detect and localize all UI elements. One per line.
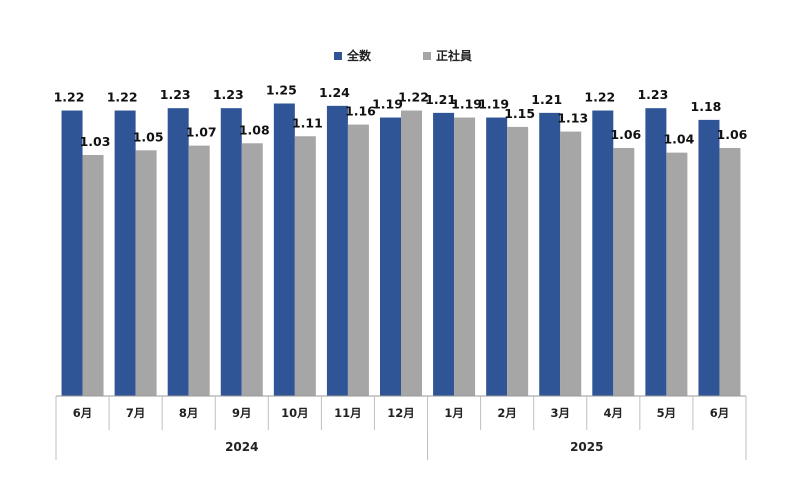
value-label-total-11: 1.23 [637, 87, 668, 102]
category-axis: 6月 7月 8月 9月 10月 11月 12月 1月 2月 3月 4月 5月 6月 2024 2025 [55, 395, 747, 460]
bar-regular-8 [507, 126, 529, 397]
value-label-regular-2: 1.07 [186, 125, 217, 140]
value-label-regular-0: 1.03 [80, 134, 111, 149]
value-label-regular-11: 1.04 [663, 132, 694, 147]
bar-regular-2 [188, 145, 210, 396]
value-label-regular-12: 1.06 [717, 127, 748, 142]
bar-total-4 [273, 103, 295, 396]
bar-regular-7 [454, 117, 476, 396]
value-label-total-3: 1.23 [213, 87, 244, 102]
bar-total-9 [539, 112, 561, 397]
tick-label-1: 7月 [126, 406, 146, 420]
value-label-total-8: 1.19 [478, 97, 509, 112]
year-label-2025: 2025 [570, 440, 603, 454]
bar-regular-0 [82, 154, 104, 396]
bar-total-12 [698, 119, 720, 396]
bar-regular-3 [241, 143, 263, 396]
bar-total-10 [592, 110, 614, 397]
legend-swatch-regular [423, 52, 431, 60]
legend-label-regular: 正社員 [436, 48, 472, 63]
tick-label-7: 1月 [444, 406, 464, 420]
bar-regular-6 [401, 110, 422, 397]
value-label-regular-4: 1.11 [292, 115, 323, 130]
tick-label-10: 4月 [604, 406, 624, 420]
bar-regular-12 [719, 147, 741, 396]
year-label-2024: 2024 [225, 440, 258, 454]
tick-label-11: 5月 [657, 406, 677, 420]
tick-label-4: 10月 [281, 406, 309, 420]
bar-total-1 [114, 110, 136, 397]
value-label-total-9: 1.21 [531, 92, 562, 107]
value-label-regular-1: 1.05 [133, 129, 164, 144]
bar-regular-11 [666, 152, 688, 396]
value-label-regular-5: 1.16 [345, 104, 376, 119]
value-label-total-6: 1.19 [372, 97, 403, 112]
bar-total-0 [61, 110, 83, 397]
value-label-regular-9: 1.13 [557, 111, 588, 126]
value-label-total-7: 1.21 [425, 92, 456, 107]
bar-total-2 [167, 108, 189, 397]
value-labels-group: 1.22 1.03 1.22 1.05 1.23 1.07 1.23 1.08 1.25 1.11… [54, 83, 748, 149]
tick-label-5: 11月 [334, 406, 362, 420]
tick-label-12: 6月 [710, 406, 730, 420]
value-label-regular-8: 1.15 [504, 106, 535, 121]
bar-total-5 [326, 105, 348, 396]
bar-total-8 [486, 117, 508, 396]
tick-label-8: 2月 [497, 406, 517, 420]
bar-regular-1 [135, 150, 157, 396]
bar-total-7 [433, 112, 455, 397]
bar-regular-9 [560, 131, 582, 396]
value-label-regular-7: 1.19 [451, 97, 482, 112]
value-label-total-10: 1.22 [584, 90, 615, 105]
value-label-total-0: 1.22 [54, 90, 85, 105]
value-label-regular-10: 1.06 [610, 127, 641, 142]
tick-label-0: 6月 [73, 406, 93, 420]
tick-label-3: 9月 [232, 406, 252, 420]
bars-group [61, 103, 741, 397]
bar-regular-10 [613, 147, 635, 396]
bar-total-3 [220, 108, 242, 397]
tick-label-2: 8月 [179, 406, 199, 420]
legend-label-total: 全数 [346, 48, 372, 63]
bar-regular-5 [347, 124, 369, 396]
value-label-total-12: 1.18 [691, 99, 722, 114]
legend: 全数 正社員 [334, 48, 472, 63]
value-label-total-1: 1.22 [107, 90, 138, 105]
value-label-total-5: 1.24 [319, 85, 350, 100]
value-label-total-4: 1.25 [266, 83, 297, 98]
value-label-regular-3: 1.08 [239, 122, 270, 137]
bar-regular-4 [294, 136, 316, 396]
value-label-regular-6: 1.22 [398, 90, 429, 105]
value-label-total-2: 1.23 [160, 87, 191, 102]
tick-label-9: 3月 [550, 406, 570, 420]
bar-total-6 [380, 117, 401, 396]
bar-total-11 [645, 108, 667, 397]
tick-label-6: 12月 [387, 406, 415, 420]
legend-swatch-total [334, 52, 342, 60]
